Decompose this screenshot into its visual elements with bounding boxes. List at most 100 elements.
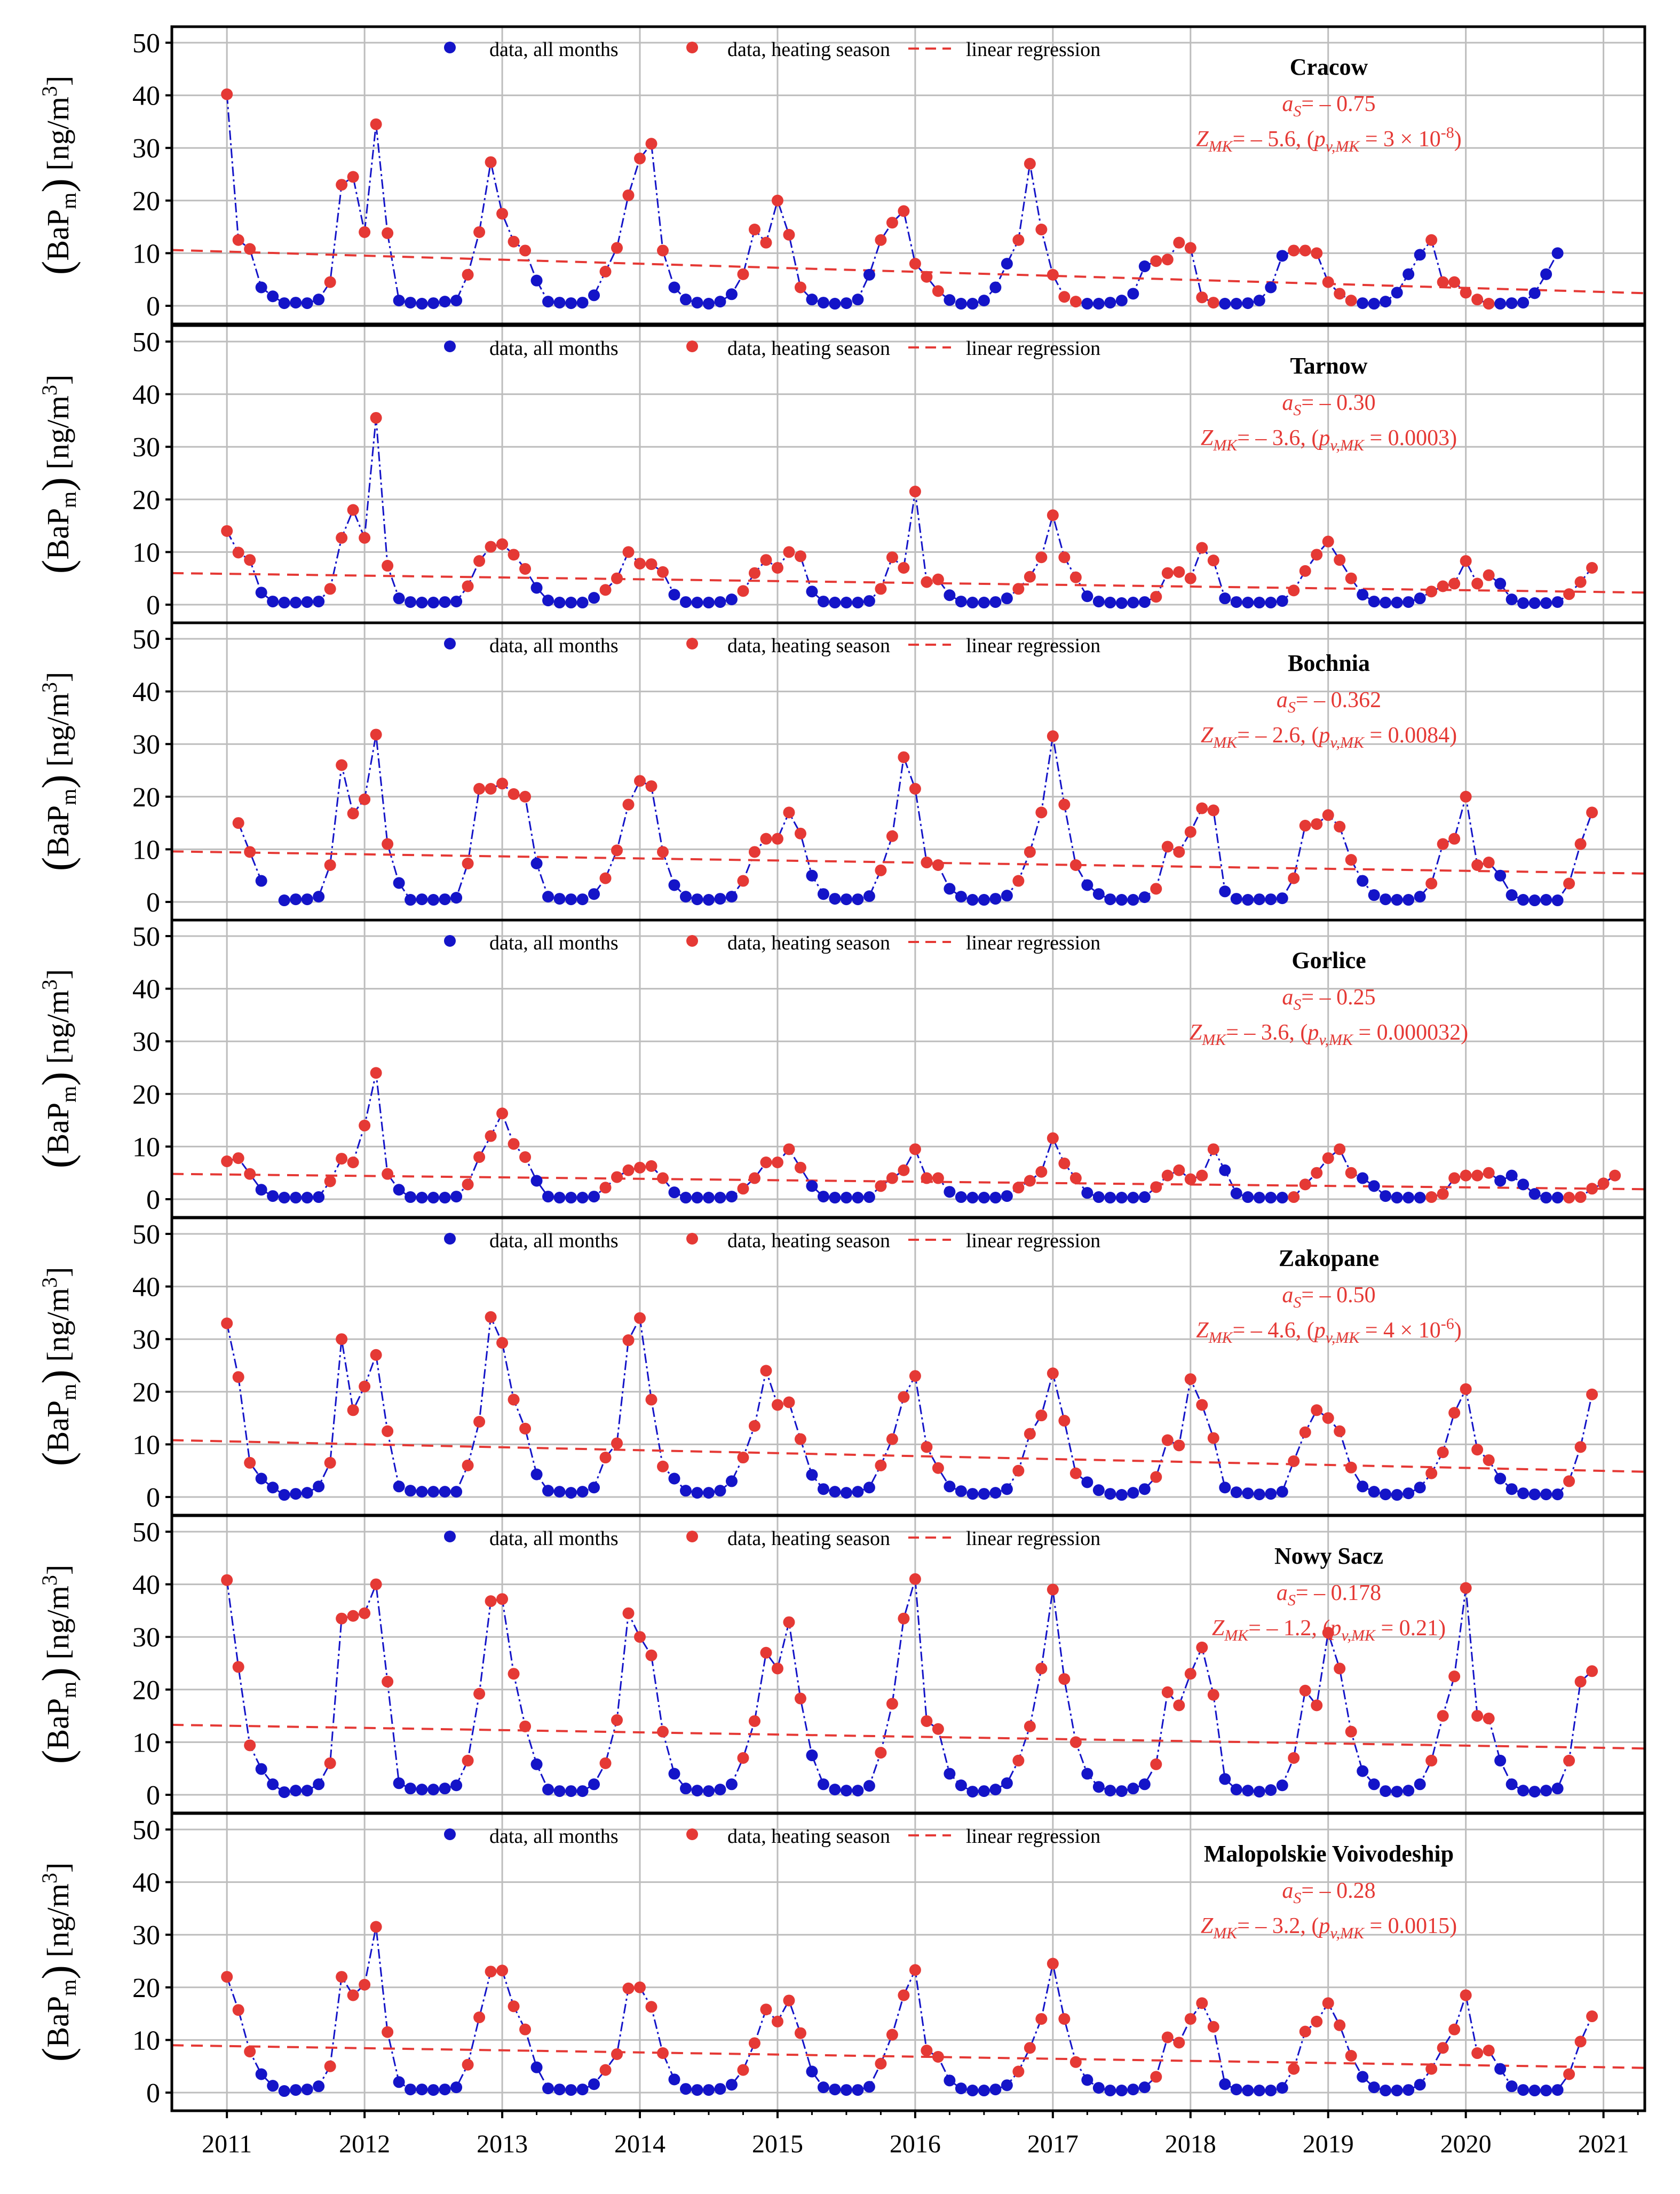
point-all-months (1494, 1754, 1507, 1767)
point-heating-season (370, 1067, 382, 1079)
stat-as-sub: S (1293, 1294, 1301, 1311)
point-heating-season (370, 411, 382, 424)
point-all-months (530, 1758, 543, 1770)
point-all-months (439, 1192, 451, 1204)
x-tick-label: 2011 (202, 2130, 252, 2158)
point-all-months (290, 2084, 302, 2096)
point-heating-season (1047, 1132, 1059, 1144)
point-all-months (966, 597, 979, 609)
point-all-months (255, 1763, 267, 1775)
point-all-months (1127, 2084, 1139, 2096)
z-value: = – 5.6, ( (1233, 127, 1314, 152)
x-tick-label: 2016 (890, 2130, 941, 2158)
point-all-months (725, 891, 738, 903)
legend-label-all-months: data, all months (489, 1527, 619, 1550)
point-all-months (405, 2084, 417, 2096)
point-all-months (542, 1784, 554, 1796)
point-heating-season (508, 788, 520, 800)
point-all-months (1368, 596, 1380, 608)
point-heating-season (909, 1964, 921, 1976)
point-all-months (1219, 592, 1231, 605)
y-tick-label: 50 (132, 28, 160, 59)
point-heating-season (347, 1156, 359, 1168)
point-all-months (542, 891, 554, 903)
legend-label-all-months: data, all months (489, 337, 619, 360)
stat-z-mk: ZMK= – 3.2, (pv,MK = 0.0015) (1201, 1914, 1457, 1942)
legend-label-heating-season: data, heating season (727, 1230, 890, 1252)
point-heating-season (1058, 1157, 1071, 1169)
p-label: p (1317, 1914, 1330, 1938)
y-label-unit: [ng/m (41, 693, 75, 774)
panel-title: Bochnia (1288, 650, 1370, 676)
point-all-months (542, 1191, 554, 1203)
point-heating-season (1460, 1169, 1472, 1182)
y-label-paren-close: ) (34, 477, 81, 492)
point-heating-season (1058, 1673, 1071, 1685)
point-heating-season (771, 194, 783, 207)
point-all-months (393, 2076, 405, 2088)
point-heating-season (611, 1714, 623, 1726)
point-heating-season (1563, 1192, 1575, 1204)
point-all-months (553, 893, 566, 905)
point-all-months (1276, 1192, 1288, 1204)
point-all-months (1517, 297, 1530, 309)
point-heating-season (783, 1994, 795, 2007)
point-all-months (679, 2083, 692, 2095)
legend-marker-all-months (444, 638, 456, 650)
point-all-months (1127, 894, 1139, 906)
point-all-months (1219, 1164, 1231, 1176)
point-heating-season (622, 1607, 635, 1619)
point-heating-season (1012, 1754, 1025, 1767)
point-heating-season (382, 560, 394, 572)
point-heating-season (1425, 1467, 1438, 1479)
point-heating-season (221, 1155, 233, 1168)
point-heating-season (324, 1456, 336, 1469)
stat-as: aS= – 0.362 (1277, 688, 1381, 716)
point-all-months (1380, 893, 1392, 906)
point-all-months (1368, 1778, 1380, 1791)
point-heating-season (347, 504, 359, 516)
point-all-months (989, 1192, 1002, 1204)
point-all-months (1517, 1785, 1530, 1797)
point-all-months (1414, 2079, 1426, 2091)
p-value: = 3 × 10 (1359, 127, 1440, 152)
stat-as: aS= – 0.25 (1282, 985, 1375, 1013)
point-heating-season (886, 217, 898, 229)
z-sub: MK (1224, 1627, 1249, 1644)
point-heating-season (1161, 254, 1174, 266)
point-heating-season (1483, 1454, 1495, 1466)
point-heating-season (1288, 244, 1300, 257)
point-all-months (565, 597, 577, 609)
point-heating-season (508, 1393, 520, 1406)
point-all-months (668, 1472, 680, 1485)
point-all-months (829, 1784, 841, 1796)
z-label: Z (1196, 127, 1209, 152)
point-heating-season (909, 1370, 921, 1382)
point-all-months (1001, 2079, 1013, 2092)
y-axis-label: (BaPm) [ng/m3] (34, 76, 81, 275)
point-heating-season (1288, 584, 1300, 597)
point-all-months (702, 298, 715, 310)
point-heating-season (1448, 577, 1461, 590)
point-heating-season (611, 2048, 623, 2061)
point-heating-season (347, 1404, 359, 1416)
stat-as-label: a (1277, 1581, 1288, 1605)
point-heating-season (645, 780, 657, 793)
stat-as-value: = – 0.178 (1296, 1581, 1381, 1605)
point-heating-season (771, 833, 783, 845)
y-tick-label: 40 (132, 1868, 160, 1898)
point-all-months (530, 274, 543, 287)
point-all-months (1104, 1488, 1116, 1500)
point-heating-season (1035, 1662, 1048, 1675)
point-all-months (313, 1778, 325, 1791)
point-heating-season (1058, 1415, 1071, 1427)
point-all-months (978, 894, 990, 906)
point-heating-season (496, 1107, 509, 1120)
point-all-months (565, 893, 577, 906)
point-heating-season (473, 783, 486, 795)
x-tick-label: 2019 (1303, 2130, 1354, 2158)
point-heating-season (898, 1164, 910, 1176)
point-all-months (1081, 2074, 1093, 2086)
point-all-months (576, 597, 589, 609)
y-label-sub: m (57, 1384, 81, 1400)
